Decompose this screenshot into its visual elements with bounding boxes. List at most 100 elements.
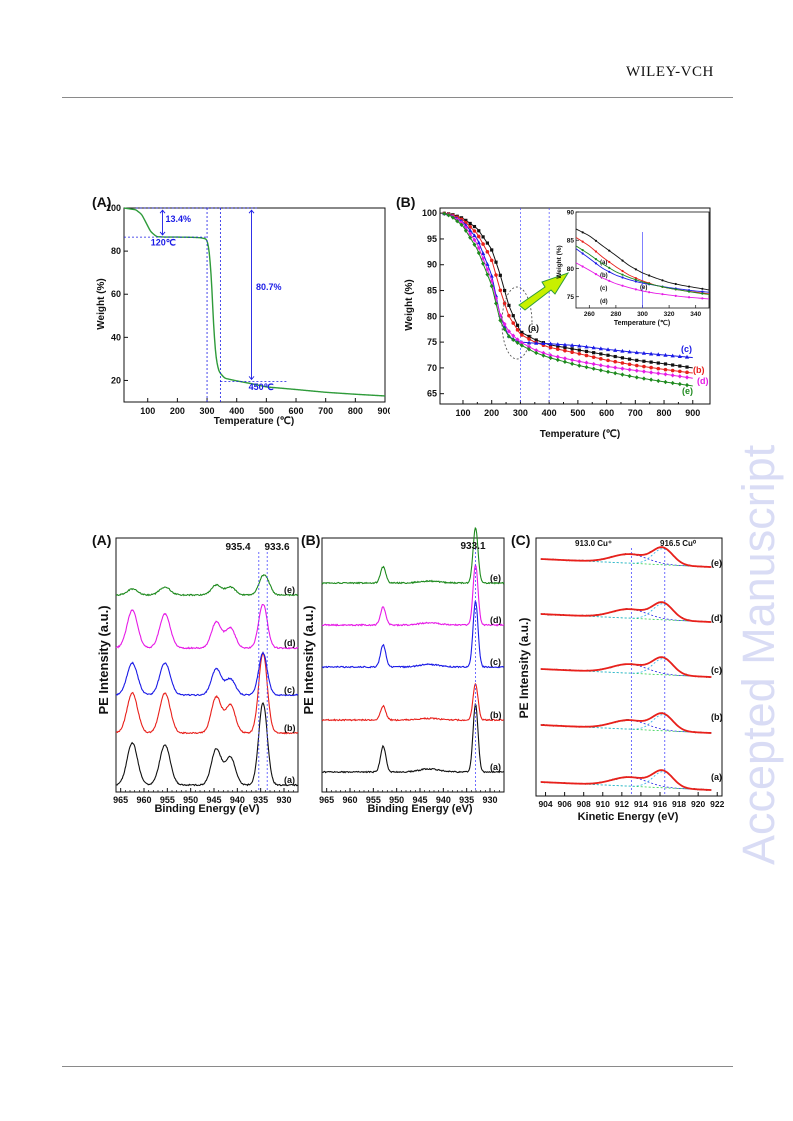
data-point — [649, 360, 653, 364]
y-tick-label: 80 — [427, 311, 437, 321]
series-label: (e) — [284, 585, 295, 595]
x-tick-label: 945 — [412, 795, 427, 805]
series-line — [115, 651, 299, 697]
x-tick-label: 945 — [206, 795, 221, 805]
data-point — [446, 213, 451, 218]
data-point — [577, 343, 582, 348]
series-label: (c) — [681, 344, 692, 354]
inset-data-point — [594, 258, 598, 261]
data-point — [481, 256, 486, 261]
inset-x-tick-label: 300 — [637, 311, 648, 318]
series-label: (c) — [284, 685, 295, 695]
data-point — [498, 318, 503, 323]
data-point — [634, 375, 639, 380]
data-point — [468, 235, 473, 240]
data-point — [476, 245, 481, 251]
inset-data-point — [621, 276, 624, 279]
x-tick-label: 906 — [558, 799, 572, 809]
data-point — [598, 346, 603, 351]
data-point — [476, 234, 481, 239]
data-point — [677, 374, 682, 379]
inset-data-point — [648, 291, 651, 294]
x-tick-label: 200 — [170, 406, 185, 416]
series-label: (b) — [284, 723, 296, 733]
annotation-13-4: 13.4% — [166, 214, 192, 224]
data-point — [620, 366, 625, 371]
peak-label-935-4: 935.4 — [225, 542, 250, 553]
data-point — [634, 368, 639, 373]
data-point — [656, 366, 661, 371]
data-point — [485, 272, 490, 277]
series-label: (a) — [284, 775, 295, 785]
data-point — [677, 381, 682, 387]
data-point — [598, 368, 603, 373]
series-line — [321, 682, 505, 722]
data-point — [584, 360, 589, 365]
data-point — [515, 340, 520, 345]
fit-envelope — [540, 712, 712, 734]
inset-data-point — [634, 268, 637, 271]
y-axis-label: Weight (%) — [404, 279, 415, 330]
data-point — [511, 337, 516, 343]
data-point — [577, 348, 581, 352]
data-point — [548, 353, 553, 358]
inset-y-tick-label: 75 — [567, 294, 575, 301]
data-point — [570, 361, 575, 366]
zoom-arrow — [518, 272, 570, 311]
inset-series-line — [575, 245, 710, 295]
data-point — [663, 379, 668, 385]
fit-envelope — [540, 656, 712, 678]
x-tick-label: 400 — [542, 408, 557, 418]
series-label: (a) — [490, 762, 501, 772]
panel-label: (A) — [92, 532, 111, 548]
y-axis-label: PE Intensity (a.u.) — [301, 605, 316, 714]
data-point — [455, 218, 460, 224]
data-point — [591, 345, 596, 350]
data-point — [555, 342, 560, 346]
inset-x-axis-label: Temperature (℃) — [614, 319, 670, 327]
x-tick-label: 940 — [436, 795, 451, 805]
data-point — [656, 371, 661, 376]
data-point — [442, 211, 447, 216]
data-point — [592, 351, 596, 355]
data-point — [563, 345, 567, 350]
data-point — [459, 222, 464, 228]
inset-data-point — [581, 265, 584, 268]
data-point — [511, 321, 516, 325]
data-point — [480, 251, 486, 255]
data-point — [498, 273, 502, 277]
series-label: (e) — [711, 558, 722, 568]
inset-data-point — [608, 270, 611, 273]
data-point — [555, 357, 560, 363]
y-tick-label: 20 — [111, 375, 121, 385]
data-point — [498, 288, 503, 293]
inset-y-axis-label: Weight (%) — [556, 245, 563, 278]
inset-data-point — [621, 284, 624, 287]
series-line — [115, 603, 299, 650]
inset-data-point — [621, 259, 624, 262]
inset-x-tick-label: 260 — [584, 311, 595, 318]
data-point — [503, 288, 507, 293]
x-tick-label: 950 — [389, 795, 404, 805]
x-tick-label: 100 — [140, 406, 155, 416]
inset-data-point — [701, 292, 704, 295]
x-tick-label: 900 — [685, 408, 700, 418]
series-label: (b) — [693, 365, 705, 375]
data-point — [606, 353, 610, 357]
inset-data-point — [581, 252, 584, 255]
data-point — [584, 353, 589, 358]
footer-rule — [62, 1066, 733, 1067]
inset-x-tick-label: 340 — [690, 311, 701, 318]
x-tick-label: 400 — [229, 406, 244, 416]
inset-data-point — [661, 279, 664, 282]
inset-data-point — [594, 250, 598, 253]
plot-frame — [439, 207, 711, 405]
data-point — [507, 303, 511, 307]
data-point — [677, 354, 682, 359]
data-point — [642, 359, 646, 363]
annotation-cu-plus: 913.0 Cu⁺ — [575, 539, 612, 548]
x-tick-label: 920 — [691, 799, 705, 809]
fit-envelope — [540, 769, 712, 791]
data-point — [481, 242, 485, 246]
inset-series-line — [575, 262, 710, 300]
